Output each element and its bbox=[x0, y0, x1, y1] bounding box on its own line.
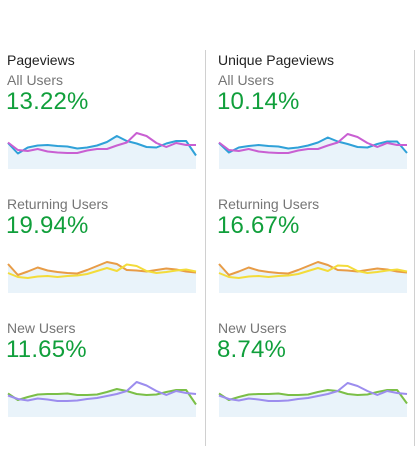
sparkline-series-2 bbox=[7, 263, 197, 279]
segment-label: Returning Users bbox=[218, 196, 320, 212]
sparkline-area bbox=[219, 137, 407, 169]
segment-new-users[interactable]: New Users 11.65% bbox=[0, 320, 200, 444]
segment-value: 19.94% bbox=[6, 212, 89, 239]
sparkline-series-1 bbox=[218, 136, 408, 154]
sparkline-series-2 bbox=[218, 382, 408, 402]
sparkline-series-2 bbox=[7, 132, 196, 154]
sparkline-series-1 bbox=[218, 389, 408, 405]
segment-value: 8.74% bbox=[217, 336, 287, 363]
segment-returning-users[interactable]: Returning Users 19.94% bbox=[0, 196, 200, 320]
sparkline-series-2 bbox=[7, 381, 197, 402]
sparkline-series-1 bbox=[218, 261, 408, 276]
column-title: Unique Pageviews bbox=[218, 52, 334, 68]
sparkline-series-1 bbox=[7, 388, 197, 406]
segment-value: 13.22% bbox=[6, 88, 89, 115]
sparkline-chart bbox=[218, 261, 408, 293]
segment-value: 10.14% bbox=[217, 88, 300, 115]
segment-label: Returning Users bbox=[7, 196, 109, 212]
sparkline-series-2 bbox=[218, 264, 408, 279]
segment-all-users[interactable]: All Users 10.14% bbox=[211, 72, 411, 196]
sparkline-series-2 bbox=[218, 133, 407, 154]
segment-all-users[interactable]: All Users 13.22% bbox=[0, 72, 200, 196]
sparkline-chart bbox=[7, 261, 197, 293]
sparkline-chart bbox=[218, 133, 408, 169]
segment-label: All Users bbox=[7, 72, 64, 88]
sparkline-chart bbox=[7, 132, 197, 169]
column-divider bbox=[205, 50, 206, 446]
column-divider bbox=[414, 50, 415, 446]
segment-value: 16.67% bbox=[217, 212, 300, 239]
column-title: Pageviews bbox=[7, 52, 75, 68]
segment-returning-users[interactable]: Returning Users 16.67% bbox=[211, 196, 411, 320]
sparkline-area bbox=[8, 136, 196, 169]
sparkline-area bbox=[219, 390, 407, 417]
segment-value: 11.65% bbox=[6, 336, 87, 363]
segment-label: All Users bbox=[218, 72, 275, 88]
sparkline-area bbox=[219, 262, 407, 293]
pageviews-column: Pageviews All Users 13.22% Returning Use… bbox=[0, 50, 200, 446]
segment-label: New Users bbox=[218, 320, 287, 336]
segment-label: New Users bbox=[7, 320, 76, 336]
sparkline-area bbox=[8, 262, 196, 293]
sparkline-series-1 bbox=[7, 261, 197, 276]
sparkline-series-1 bbox=[7, 135, 197, 157]
sparkline-chart bbox=[218, 382, 408, 417]
segment-new-users[interactable]: New Users 8.74% bbox=[211, 320, 411, 444]
sparkline-area bbox=[8, 389, 196, 417]
sparkline-chart bbox=[7, 381, 197, 417]
unique-pageviews-column: Unique Pageviews All Users 10.14% Return… bbox=[211, 50, 411, 446]
